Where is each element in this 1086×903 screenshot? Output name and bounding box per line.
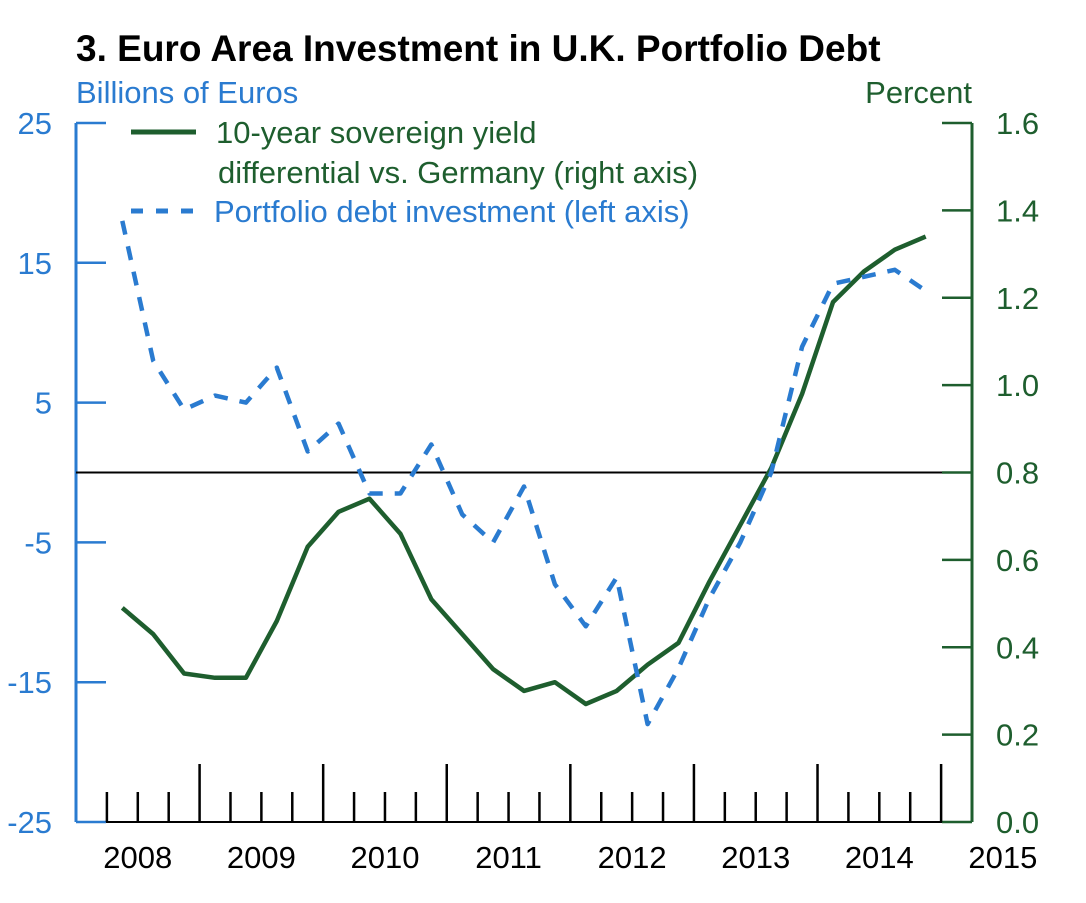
x-axis-ticks: 2008 2009 2010 2011 2012 2013 2014 2015 bbox=[103, 764, 1037, 875]
x-tick-label: 2013 bbox=[721, 840, 790, 875]
left-tick-label: -25 bbox=[7, 805, 52, 840]
series-line-portfolio bbox=[120, 220, 927, 727]
right-tick-label: 0.0 bbox=[996, 805, 1039, 840]
legend-label-portfolio: Portfolio debt investment (left axis) bbox=[214, 194, 690, 229]
x-tick-label: 2009 bbox=[227, 840, 296, 875]
legend-label-yield-line1: 10-year sovereign yield bbox=[216, 115, 537, 150]
axes bbox=[74, 123, 974, 823]
x-tick-label: 2011 bbox=[475, 840, 542, 875]
right-tick-label: 0.2 bbox=[996, 718, 1039, 753]
chart-title: 3. Euro Area Investment in U.K. Portfoli… bbox=[76, 28, 881, 69]
left-axis-label: Billions of Euros bbox=[76, 75, 298, 110]
left-axis-ticks: 25 15 5 -5 -15 -25 bbox=[7, 106, 106, 840]
left-tick-label: 25 bbox=[18, 106, 52, 141]
right-tick-label: 1.4 bbox=[996, 193, 1039, 228]
x-tick-label: 2008 bbox=[103, 840, 172, 875]
series-layer bbox=[120, 220, 927, 727]
right-axis-label: Percent bbox=[865, 75, 972, 110]
right-tick-label: 0.6 bbox=[996, 543, 1039, 578]
x-tick-label: 2015 bbox=[968, 840, 1037, 875]
series-line-yield bbox=[120, 234, 927, 707]
x-tick-label: 2014 bbox=[845, 840, 914, 875]
right-axis-ticks: 1.6 1.4 1.2 1.0 0.8 0.6 0.4 0.2 0.0 bbox=[942, 106, 1039, 840]
right-tick-label: 1.0 bbox=[996, 368, 1039, 403]
left-tick-label: 15 bbox=[18, 246, 52, 281]
right-tick-label: 0.8 bbox=[996, 456, 1039, 491]
x-tick-label: 2012 bbox=[598, 840, 667, 875]
legend-label-yield-line2: differential vs. Germany (right axis) bbox=[218, 155, 698, 190]
legend-label-yield: 10-year sovereign yield differential vs.… bbox=[216, 115, 698, 190]
x-tick-label: 2010 bbox=[350, 840, 419, 875]
right-tick-label: 0.4 bbox=[996, 630, 1039, 665]
right-tick-label: 1.6 bbox=[996, 106, 1039, 141]
right-tick-label: 1.2 bbox=[996, 281, 1039, 316]
legend: 10-year sovereign yield differential vs.… bbox=[131, 115, 698, 229]
left-tick-label: -15 bbox=[7, 665, 52, 700]
left-tick-label: -5 bbox=[24, 525, 52, 560]
left-tick-label: 5 bbox=[35, 386, 52, 421]
